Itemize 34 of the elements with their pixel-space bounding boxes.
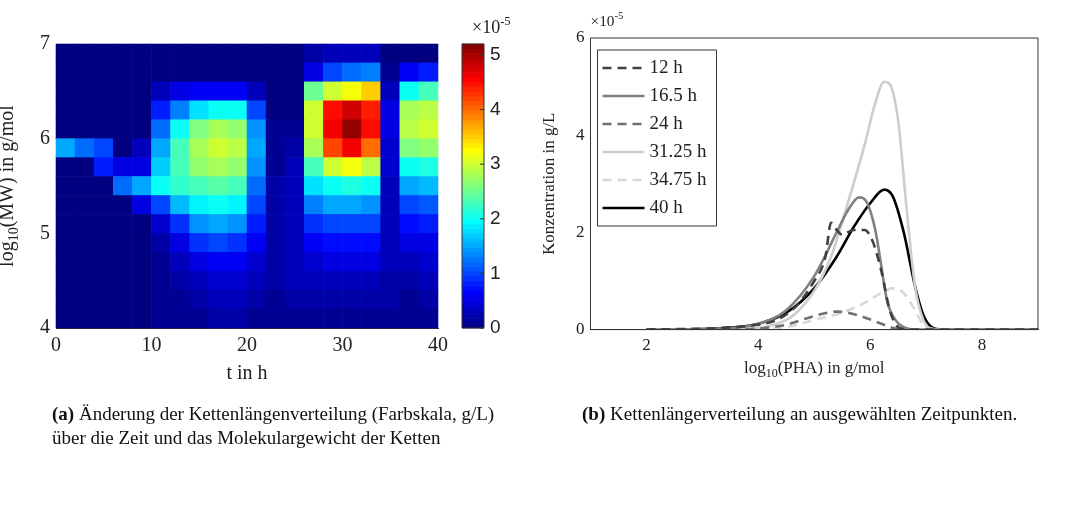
y-tick-label: 5 [40,220,50,243]
legend-label: 34.75 h [649,167,707,189]
x-tick-label: 30 [332,333,353,356]
x-tick-label: 8 [977,335,987,355]
color-bar-label: 5 [490,43,501,65]
y-tick-label: 4 [40,315,50,338]
color-bar-label: 1 [490,261,501,283]
y-tick-label: 6 [576,27,585,47]
text: (b) Kettenlängerverteilung an ausgewählten Zeitpunkten. [582,403,1018,424]
legend-label: 40 h [649,195,684,217]
legend-label: 12 h [649,55,684,77]
color-bar-label: 3 [490,152,501,174]
color-bar-label: 4 [490,97,501,119]
x-axis-title: t in h [226,361,268,384]
x-tick-label: 6 [865,335,875,355]
y-tick-label: 0 [576,319,585,339]
x-tick-label: 20 [237,333,257,356]
color-bar-label: 2 [490,207,501,228]
x-tick-label: 4 [754,335,764,355]
y-tick-label: 6 [40,125,50,148]
y-tick-label: 4 [576,124,585,144]
color-bar-label: 0 [490,316,501,338]
x-tick-label: 2 [642,335,651,355]
legend-label: 24 h [649,111,684,133]
legend-label: 16.5 h [649,83,698,105]
line-series [645,221,1038,330]
x-tick-label: 40 [428,333,448,356]
y-axis-title: Konzentration in g/L [539,112,559,256]
x-tick-label: 10 [141,333,162,356]
y-axis-title: log10(MW) in g/mol [0,104,21,267]
legend-label: 31.25 h [649,139,707,161]
text: (a) Änderung der Kettenlängenverteilung (Farbskala, g/L) über die Zeit und das Molekulargewicht der Ketten [52,403,495,448]
y-tick-label: 7 [40,31,50,54]
y-tick-label: 2 [576,221,585,241]
